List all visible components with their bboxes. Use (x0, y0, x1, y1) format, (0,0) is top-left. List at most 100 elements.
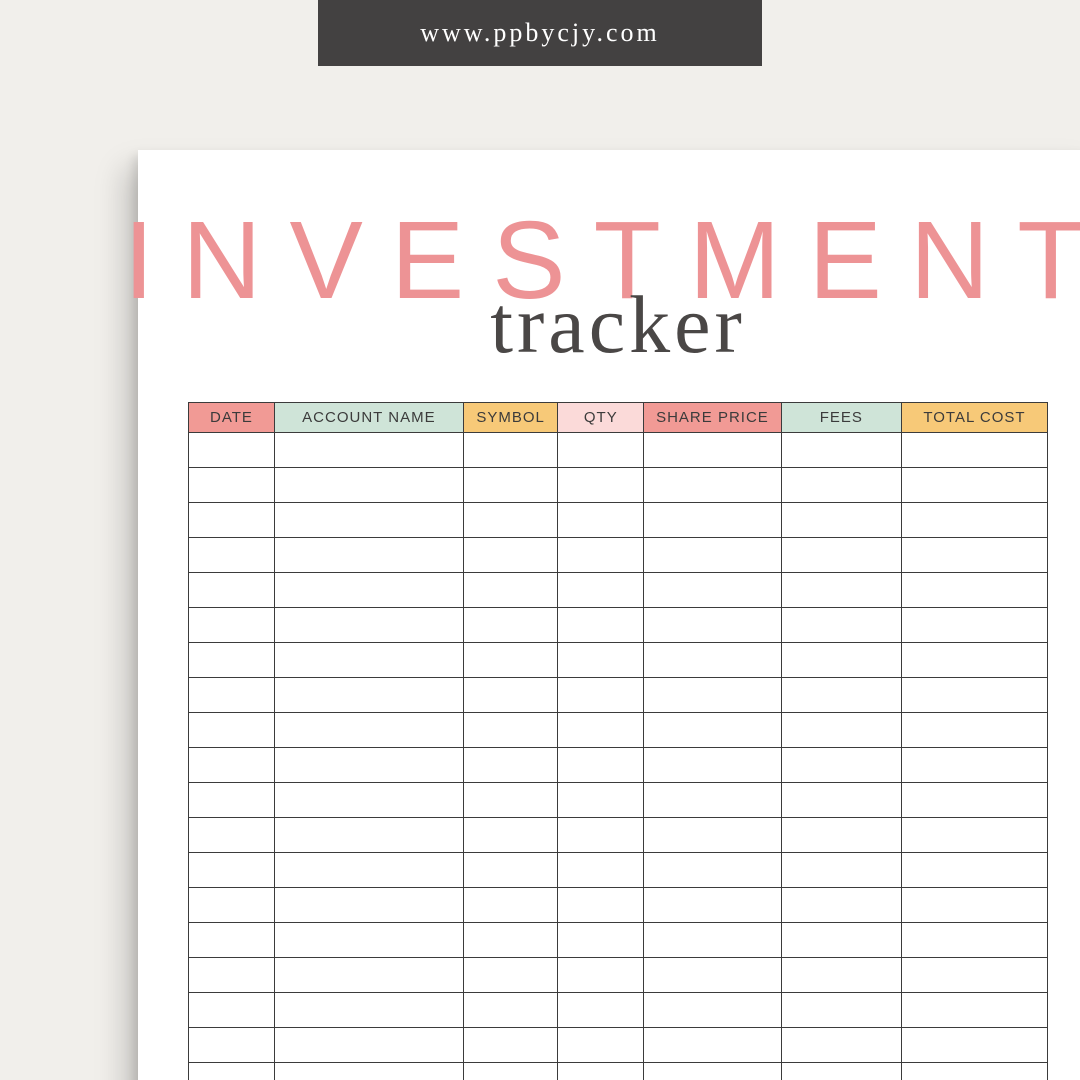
table-cell (558, 783, 644, 818)
table-cell (274, 1028, 463, 1063)
table-cell (463, 468, 557, 503)
table-row (189, 958, 1048, 993)
table-cell (558, 433, 644, 468)
table-cell (558, 713, 644, 748)
table-row (189, 923, 1048, 958)
table-cell (901, 993, 1047, 1028)
table-cell (463, 1028, 557, 1063)
table-cell (274, 713, 463, 748)
table-cell (463, 993, 557, 1028)
table-cell (274, 993, 463, 1028)
table-cell (901, 888, 1047, 923)
table-cell (781, 608, 901, 643)
table-row (189, 608, 1048, 643)
table-cell (781, 503, 901, 538)
table-cell (274, 643, 463, 678)
table-cell (901, 503, 1047, 538)
table-cell (274, 1063, 463, 1080)
table-row (189, 783, 1048, 818)
table-cell (781, 433, 901, 468)
table-cell (901, 853, 1047, 888)
table-cell (558, 923, 644, 958)
table-cell (463, 573, 557, 608)
table-cell (463, 783, 557, 818)
table-cell (274, 748, 463, 783)
table-cell (558, 643, 644, 678)
table-cell (644, 643, 781, 678)
table-row (189, 888, 1048, 923)
table-cell (274, 503, 463, 538)
table-cell (644, 888, 781, 923)
table-cell (463, 818, 557, 853)
table-cell (781, 1063, 901, 1080)
table-row (189, 468, 1048, 503)
table-cell (644, 1028, 781, 1063)
table-row (189, 538, 1048, 573)
table-cell (644, 538, 781, 573)
table-cell (644, 713, 781, 748)
table-cell (463, 643, 557, 678)
table-cell (558, 888, 644, 923)
table-row (189, 993, 1048, 1028)
table-cell (781, 853, 901, 888)
table-cell (189, 503, 275, 538)
table-cell (189, 923, 275, 958)
table-cell (463, 1063, 557, 1080)
col-header: QTY (558, 403, 644, 433)
table-cell (274, 888, 463, 923)
table-cell (781, 923, 901, 958)
col-header: DATE (189, 403, 275, 433)
table-row (189, 853, 1048, 888)
col-header: SYMBOL (463, 403, 557, 433)
table-row (189, 748, 1048, 783)
table-cell (781, 958, 901, 993)
table-cell (901, 643, 1047, 678)
table-cell (463, 748, 557, 783)
tracker-thead: DATEACCOUNT NAMESYMBOLQTYSHARE PRICEFEES… (189, 403, 1048, 433)
table-row (189, 573, 1048, 608)
table-cell (781, 468, 901, 503)
table-cell (189, 958, 275, 993)
table-cell (189, 783, 275, 818)
table-cell (274, 573, 463, 608)
table-cell (463, 713, 557, 748)
table-cell (644, 783, 781, 818)
table-cell (781, 713, 901, 748)
table-cell (901, 748, 1047, 783)
table-cell (901, 1063, 1047, 1080)
table-cell (901, 923, 1047, 958)
table-cell (189, 748, 275, 783)
table-cell (558, 678, 644, 713)
table-cell (558, 748, 644, 783)
table-cell (781, 678, 901, 713)
table-cell (558, 608, 644, 643)
table-row (189, 503, 1048, 538)
table-cell (901, 818, 1047, 853)
table-cell (901, 608, 1047, 643)
table-cell (274, 958, 463, 993)
col-header: SHARE PRICE (644, 403, 781, 433)
table-cell (463, 678, 557, 713)
table-cell (644, 573, 781, 608)
table-cell (189, 1063, 275, 1080)
table-cell (644, 433, 781, 468)
table-cell (189, 888, 275, 923)
table-row (189, 643, 1048, 678)
table-cell (189, 573, 275, 608)
table-row (189, 678, 1048, 713)
table-cell (463, 433, 557, 468)
table-cell (274, 608, 463, 643)
table-cell (781, 538, 901, 573)
table-cell (644, 993, 781, 1028)
table-cell (901, 1028, 1047, 1063)
table-cell (644, 853, 781, 888)
table-cell (558, 993, 644, 1028)
title-sub: tracker (490, 278, 746, 372)
table-cell (189, 1028, 275, 1063)
table-cell (781, 888, 901, 923)
table-cell (644, 1063, 781, 1080)
table-cell (781, 818, 901, 853)
table-cell (901, 713, 1047, 748)
table-cell (644, 608, 781, 643)
table-cell (644, 748, 781, 783)
